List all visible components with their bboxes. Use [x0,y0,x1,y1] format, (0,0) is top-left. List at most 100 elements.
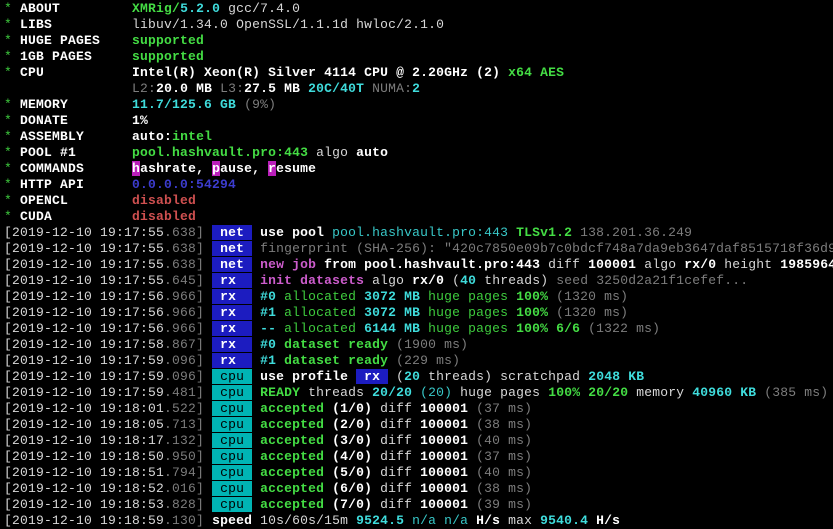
config-value-segment: disabled [132,209,197,224]
log-timestamp: [2019-12-10 19:18:59 [4,513,165,528]
config-value-segment: auto [356,145,389,160]
config-value-segment: 2 [412,81,421,96]
log-line: [2019-12-10 19:18:59.130] speed 10s/60s/… [4,513,833,529]
config-label: HTTP API [20,177,133,192]
log-message-segment: (5/0) [324,465,373,480]
log-message-segment: accepted [260,481,325,496]
config-value-segment: disabled [132,193,197,208]
log-message-segment: diff [372,481,421,496]
log-timestamp-ms: .481] [164,385,205,400]
log-message-segment: dataset ready [276,337,397,352]
log-message-segment: ( [452,273,461,288]
config-value-segment: 1% [132,113,149,128]
log-message-segment: 100001 [588,257,637,272]
spacer [204,481,212,496]
log-message-segment: dataset ready [276,353,397,368]
log-tag: cpu [212,481,253,496]
log-line: [2019-12-10 19:17:59.096] rx #1 dataset … [4,353,833,369]
asterisk-bullet: * [4,177,21,192]
asterisk-bullet: * [4,33,21,48]
log-message-segment: max [500,513,541,528]
log-message-segment: algo [636,257,685,272]
log-message-segment: use pool [260,225,333,240]
log-message-segment: accepted [260,449,325,464]
log-timestamp-ms: .867] [164,337,205,352]
asterisk-bullet: * [4,113,21,128]
log-message-segment: 2048 KB [588,369,645,384]
log-message-segment: huge pages [420,305,517,320]
config-label: OPENCL [20,193,133,208]
config-line: * POOL #1 pool.hashvault.pro:443 algo au… [4,145,833,161]
log-message-segment: rx [356,369,389,384]
config-line: * LIBS libuv/1.34.0 OpenSSL/1.1.1d hwloc… [4,17,833,33]
config-line: * CPU Intel(R) Xeon(R) Silver 4114 CPU @… [4,65,833,81]
log-message-segment: accepted [260,433,325,448]
log-message-segment: threads [300,385,373,400]
log-message-segment: H/s [588,513,621,528]
log-timestamp: [2019-12-10 19:17:59 [4,369,165,384]
log-message-segment: (6/0) [324,481,373,496]
log-message-segment: memory [628,385,693,400]
log-tag: cpu [212,465,253,480]
log-timestamp-ms: .966] [164,321,205,336]
log-message-segment: diff [372,417,421,432]
config-label: MEMORY [20,97,133,112]
log-timestamp: [2019-12-10 19:18:50 [4,449,165,464]
log-timestamp: [2019-12-10 19:17:55 [4,273,165,288]
spacer [252,305,260,320]
log-timestamp: [2019-12-10 19:18:51 [4,465,165,480]
config-label [20,81,132,96]
spacer [252,257,260,272]
spacer [252,225,260,240]
spacer [204,369,212,384]
log-message-segment: 9524.5 [356,513,405,528]
log-message-segment: (2/0) [324,417,373,432]
log-timestamp: [2019-12-10 19:17:58 [4,337,165,352]
log-timestamp-ms: .950] [164,449,205,464]
log-tag: rx [212,353,253,368]
log-timestamp-ms: .713] [164,417,205,432]
spacer [252,465,260,480]
spacer [252,241,260,256]
log-line: [2019-12-10 19:18:05.713] cpu accepted (… [4,417,833,433]
log-tag: cpu [212,385,253,400]
config-value-segment: supported [132,33,205,48]
spacer [204,497,212,512]
spacer [252,321,260,336]
log-message-segment: #0 [260,337,277,352]
config-label: HUGE PAGES [20,33,133,48]
config-label: CPU [20,65,133,80]
log-message-segment: accepted [260,417,325,432]
log-tag: cpu [212,497,253,512]
config-value-segment: esume [276,161,317,176]
log-timestamp-ms: .130] [164,513,205,528]
log-message-segment: from [316,257,365,272]
asterisk-bullet: * [4,97,21,112]
config-label: COMMANDS [20,161,133,176]
config-value-segment: supported [132,49,205,64]
log-message-segment: use profile [260,369,357,384]
log-message-segment: ( [388,369,405,384]
config-value-segment: x64 AES [508,65,565,80]
config-value-segment: XMRig/ [132,1,181,16]
spacer [204,321,212,336]
log-line: [2019-12-10 19:17:55.638] net use pool p… [4,225,833,241]
log-message-segment: (4/0) [324,449,373,464]
spacer [204,417,212,432]
log-timestamp: [2019-12-10 19:17:55 [4,257,165,272]
log-tag: rx [212,305,253,320]
log-message-segment: threads) scratchpad [420,369,589,384]
config-label: POOL #1 [20,145,133,160]
log-message-segment: diff [372,449,421,464]
log-tag: net [212,225,253,240]
log-message-segment: #1 [260,353,277,368]
log-message-segment: height [716,257,781,272]
log-tag: net [212,241,253,256]
asterisk-bullet: * [4,161,21,176]
asterisk-bullet: * [4,1,21,16]
config-line: * HTTP API 0.0.0.0:54294 [4,177,833,193]
config-line: * ASSEMBLY auto:intel [4,129,833,145]
config-line: * CUDA disabled [4,209,833,225]
log-message-segment: (1322 ms) [580,321,661,336]
log-line: [2019-12-10 19:17:56.966] rx #1 allocate… [4,305,833,321]
